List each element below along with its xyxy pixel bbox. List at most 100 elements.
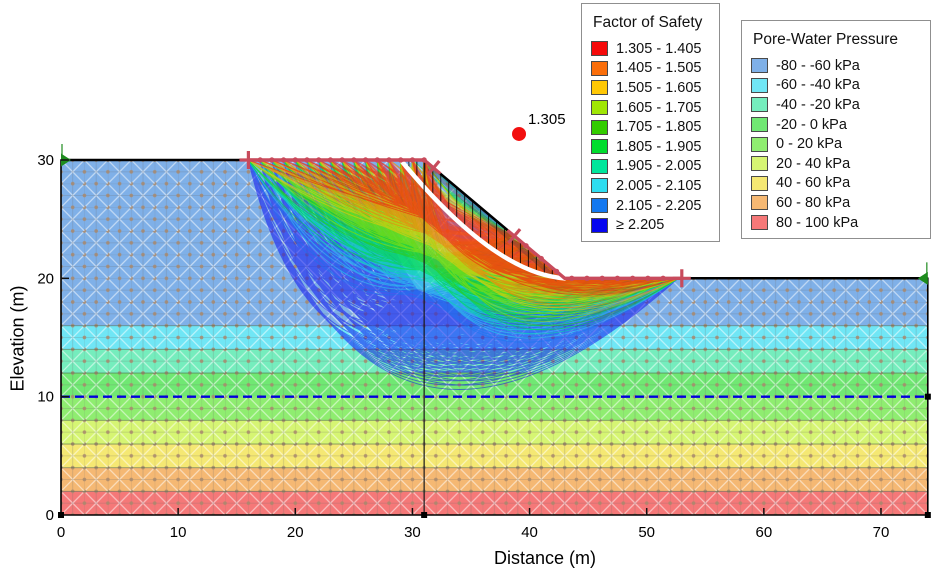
fos-legend-swatch xyxy=(591,119,608,135)
pwp-legend-label: -60 - -40 kPa xyxy=(776,77,860,94)
fos-legend-swatch xyxy=(591,198,608,214)
exit-range-dot xyxy=(629,275,636,282)
fos-legend: Factor of Safety 1.305 - 1.405 1.405 - 1.… xyxy=(581,3,720,242)
pwp-legend-swatch xyxy=(751,215,768,231)
pwp-legend-swatch xyxy=(751,97,768,113)
pwp-legend-item: 40 - 60 kPa xyxy=(751,174,920,194)
fos-legend-label: 2.105 - 2.205 xyxy=(616,197,702,214)
entry-range-dot xyxy=(398,157,404,163)
left-arrow-bc-icon xyxy=(917,271,928,285)
exit-range-bar xyxy=(513,234,682,280)
point-marker-square xyxy=(924,512,931,518)
fos-legend-label: 1.405 - 1.505 xyxy=(616,60,702,77)
exit-range-dot xyxy=(645,275,651,282)
pwp-legend-title: Pore-Water Pressure xyxy=(753,31,898,48)
exit-range-dot xyxy=(614,275,621,282)
entry-range-dot xyxy=(292,157,298,163)
x-tick-label: 40 xyxy=(521,524,538,541)
exit-range-dot xyxy=(538,255,544,262)
slope-face-shading xyxy=(427,162,557,282)
exit-range-dot xyxy=(553,268,560,275)
point-marker-square xyxy=(58,512,64,518)
fos-legend-item: 1.405 - 1.505 xyxy=(591,59,709,79)
fos-legend-label: 1.805 - 1.905 xyxy=(616,138,702,155)
fos-legend-swatch xyxy=(591,139,608,155)
fos-legend-swatch xyxy=(591,217,608,233)
fos-legend-item: 2.105 - 2.205 xyxy=(591,196,709,216)
pwp-legend-item: 0 - 20 kPa xyxy=(751,134,920,154)
x-tick-label: 0 xyxy=(57,524,65,541)
pwp-legend-label: 80 - 100 kPa xyxy=(776,214,859,231)
y-tick-label: 10 xyxy=(37,389,54,406)
entry-range-dot xyxy=(339,157,345,163)
entry-range-dot xyxy=(316,157,322,163)
face-shade xyxy=(427,162,557,282)
entry-exit-range-markers xyxy=(239,151,691,288)
x-tick-label: 60 xyxy=(755,524,772,541)
entry-range-dot xyxy=(304,157,310,163)
pwp-legend-item: 60 - 80 kPa xyxy=(751,193,920,213)
fos-legend-label: 1.605 - 1.705 xyxy=(616,99,702,116)
entry-range-dot xyxy=(362,157,369,163)
fos-legend-item: 1.605 - 1.705 xyxy=(591,98,709,118)
entry-range-dot xyxy=(374,157,380,163)
point-marker-square xyxy=(421,512,428,518)
pwp-legend-swatch xyxy=(751,136,768,152)
fos-legend-item: 1.705 - 1.805 xyxy=(591,117,709,137)
fos-legend-swatch xyxy=(591,178,608,194)
fos-legend-item: 1.905 - 2.005 xyxy=(591,157,709,177)
x-axis-title: Distance (m) xyxy=(493,548,596,568)
slip-surface-arcs-bin xyxy=(247,160,679,390)
fos-legend-label: 1.305 - 1.405 xyxy=(616,40,702,57)
pwp-legend-item: 80 - 100 kPa xyxy=(751,213,920,233)
fos-legend-item: 1.305 - 1.405 xyxy=(591,39,709,59)
pwp-legend-swatch xyxy=(751,156,768,172)
critical-center-dot xyxy=(512,126,527,141)
fos-legend-item: 1.805 - 1.905 xyxy=(591,137,709,157)
pwp-legend-label: 0 - 20 kPa xyxy=(776,136,843,153)
entry-range-end-cross xyxy=(425,159,442,176)
x-tick-label: 30 xyxy=(404,524,421,541)
critical-mass-slices xyxy=(408,160,561,278)
y-tick-label: 30 xyxy=(37,152,54,169)
trial-slip-surfaces xyxy=(247,160,679,390)
fos-legend-label: 1.705 - 1.805 xyxy=(616,119,702,136)
pwp-legend: Pore-Water Pressure -80 - -60 kPa -60 - -… xyxy=(741,20,931,240)
x-tick-label: 70 xyxy=(873,524,890,541)
fos-legend-title: Factor of Safety xyxy=(593,14,703,31)
fos-legend-label: 2.005 - 2.105 xyxy=(616,177,702,194)
pwp-legend-label: 40 - 60 kPa xyxy=(776,175,851,192)
fos-legend-label: ≥ 2.205 xyxy=(616,217,665,234)
entry-range-end-cross xyxy=(239,151,258,169)
x-tick-label: 10 xyxy=(170,524,187,541)
fos-legend-item: ≥ 2.205 xyxy=(591,215,709,235)
pwp-legend-label: -20 - 0 kPa xyxy=(776,116,847,133)
x-tick-label: 50 xyxy=(638,524,655,541)
fos-legend-swatch xyxy=(591,100,608,116)
exit-range-dot xyxy=(569,275,575,282)
exit-range-dot xyxy=(599,275,605,282)
fos-legend-swatch xyxy=(591,41,608,57)
pwp-legend-item: -80 - -60 kPa xyxy=(751,56,920,76)
entry-range-dot xyxy=(409,157,416,163)
y-axis-title: Elevation (m) xyxy=(7,285,28,392)
exit-range-end-cross xyxy=(672,269,691,288)
pwp-legend-item: -20 - 0 kPa xyxy=(751,115,920,135)
fos-legend-swatch xyxy=(591,80,608,96)
entry-range-dot xyxy=(280,157,287,163)
pwp-legend-item: -40 - -20 kPa xyxy=(751,95,920,115)
fos-legend-item: 2.005 - 2.105 xyxy=(591,176,709,196)
pwp-legend-label: -80 - -60 kPa xyxy=(776,57,860,74)
point-marker-square xyxy=(924,393,931,400)
entry-range-dot xyxy=(269,157,275,163)
y-tick-label: 20 xyxy=(37,270,54,287)
pwp-legend-swatch xyxy=(751,195,768,211)
x-tick-label: 20 xyxy=(287,524,304,541)
exit-range-dot xyxy=(660,275,666,282)
pwp-legend-swatch xyxy=(751,58,768,74)
entry-range-dot xyxy=(327,157,334,163)
fos-legend-item: 1.505 - 1.605 xyxy=(591,78,709,98)
entry-range-dot xyxy=(386,157,392,163)
pwp-legend-swatch xyxy=(751,175,768,191)
